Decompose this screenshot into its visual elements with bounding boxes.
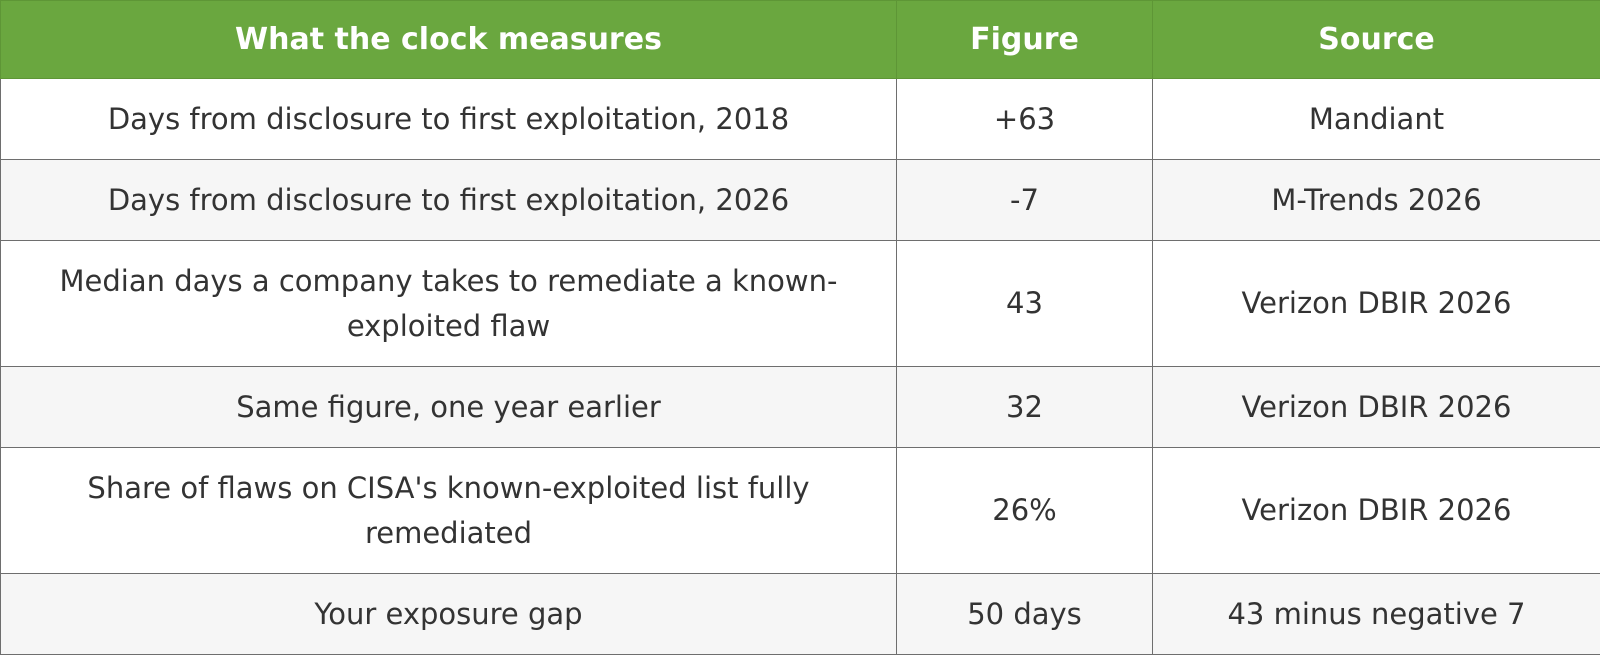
table-row: Median days a company takes to remediate… (0, 240, 1600, 367)
cell-measure: Share of flaws on CISA's known-exploited… (0, 447, 897, 574)
cell-measure: Days from disclosure to first exploitati… (0, 159, 897, 241)
cell-source: Verizon DBIR 2026 (1152, 366, 1600, 448)
cell-figure: +63 (896, 78, 1153, 160)
cell-source: Mandiant (1152, 78, 1600, 160)
cell-measure: Days from disclosure to first exploitati… (0, 78, 897, 160)
cell-figure: 32 (896, 366, 1153, 448)
column-header-source: Source (1152, 0, 1600, 79)
column-header-measure: What the clock measures (0, 0, 897, 79)
table-row: Your exposure gap 50 days 43 minus negat… (0, 573, 1600, 655)
table-row: Days from disclosure to first exploitati… (0, 159, 1600, 241)
table-row: Same figure, one year earlier 32 Verizon… (0, 366, 1600, 448)
cell-measure: Median days a company takes to remediate… (0, 240, 897, 367)
cell-source: M-Trends 2026 (1152, 159, 1600, 241)
cell-figure: 26% (896, 447, 1153, 574)
table-row: Share of flaws on CISA's known-exploited… (0, 447, 1600, 574)
cell-source: 43 minus negative 7 (1152, 573, 1600, 655)
cell-figure: 50 days (896, 573, 1153, 655)
header-row: What the clock measures Figure Source (0, 0, 1600, 79)
column-header-figure: Figure (896, 0, 1153, 79)
cell-source: Verizon DBIR 2026 (1152, 447, 1600, 574)
cell-figure: 43 (896, 240, 1153, 367)
cell-measure: Your exposure gap (0, 573, 897, 655)
cell-figure: -7 (896, 159, 1153, 241)
cell-measure: Same figure, one year earlier (0, 366, 897, 448)
cell-source: Verizon DBIR 2026 (1152, 240, 1600, 367)
table-row: Days from disclosure to first exploitati… (0, 78, 1600, 160)
